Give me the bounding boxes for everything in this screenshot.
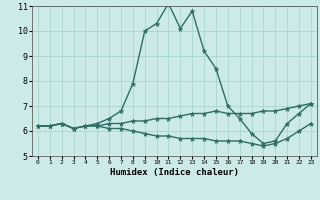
X-axis label: Humidex (Indice chaleur): Humidex (Indice chaleur)	[110, 168, 239, 177]
